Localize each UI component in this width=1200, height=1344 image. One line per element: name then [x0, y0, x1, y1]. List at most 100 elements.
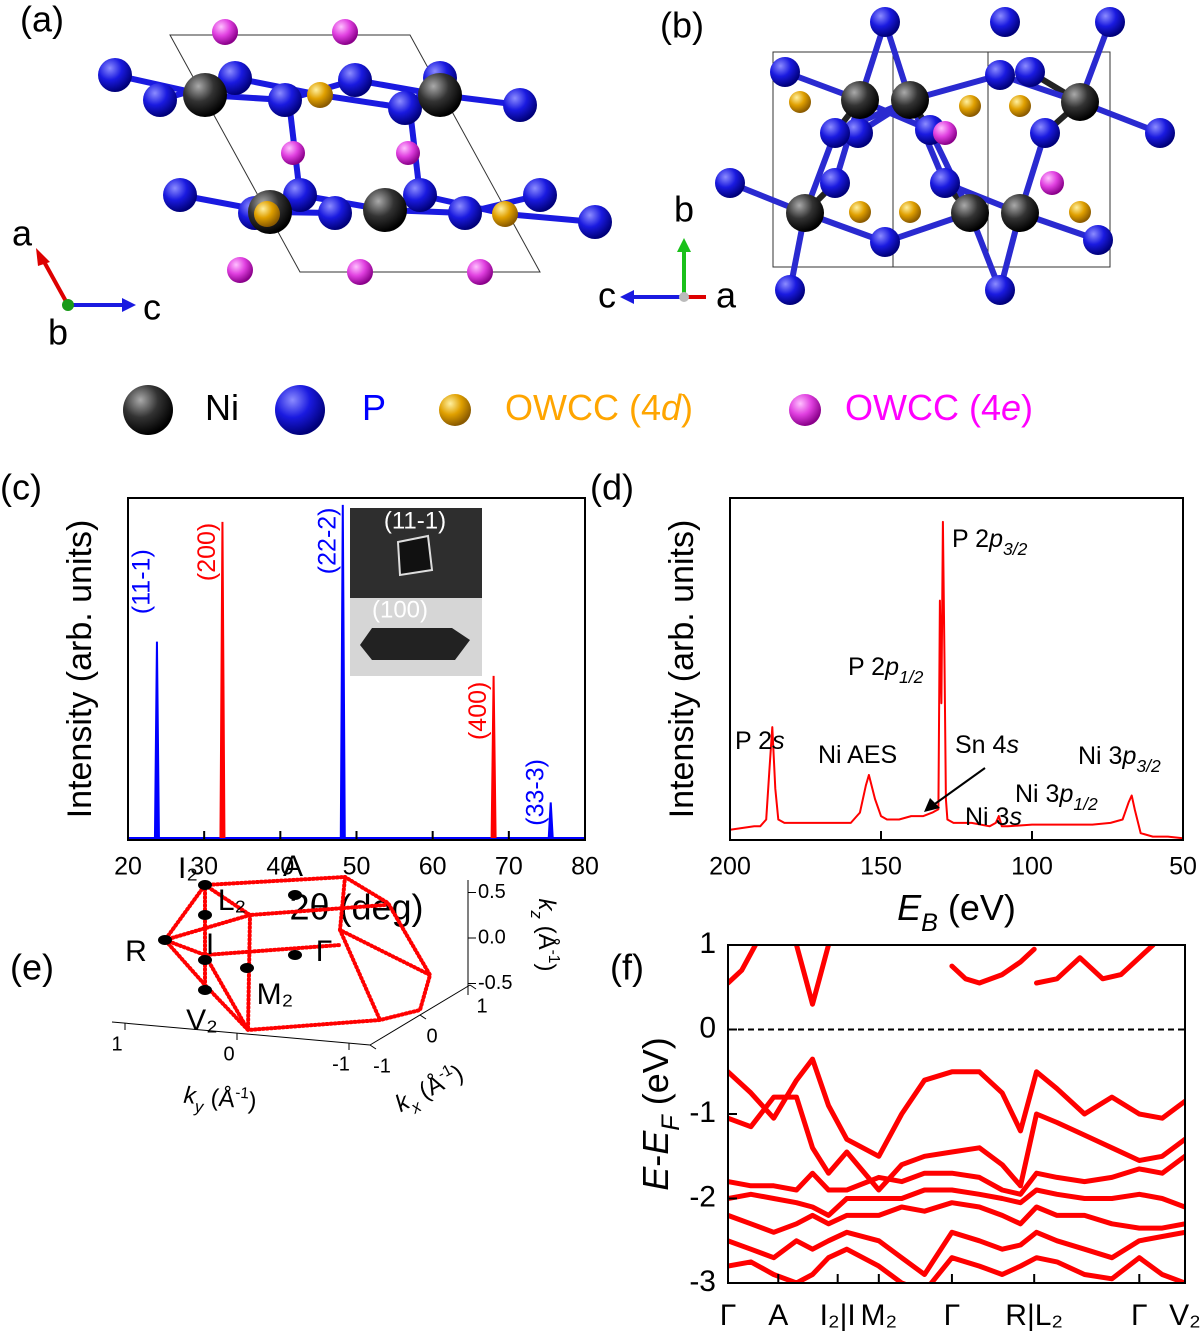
bz-point	[288, 890, 302, 900]
tick	[369, 1044, 377, 1050]
bz-point-label: Γ	[316, 935, 333, 968]
atom	[332, 19, 358, 45]
atom	[396, 141, 420, 165]
annotation-part: p	[884, 653, 899, 681]
axis-label: a	[12, 213, 33, 254]
tick-label: 0	[223, 1043, 234, 1065]
x-tick-label: Γ	[1131, 1299, 1148, 1332]
x-tick-label: 70	[495, 853, 523, 881]
y-tick-label: 1	[699, 927, 716, 960]
annotation: Sn 4s	[955, 731, 1019, 759]
peak-label: (11-1)	[128, 549, 156, 614]
axis-label-part: -1	[545, 950, 562, 964]
legend-label: Ni	[205, 387, 239, 428]
y-tick-label: -2	[689, 1180, 716, 1213]
bz-edge	[338, 928, 382, 1022]
legend-label-part: d	[661, 387, 682, 428]
x-tick-label: I₂|I	[820, 1299, 856, 1332]
arrow-head	[122, 298, 136, 312]
annotation-part: 1/2	[1073, 794, 1098, 814]
bz-point	[288, 950, 302, 960]
atom	[403, 178, 437, 212]
x-tick-label: 50	[343, 853, 371, 881]
inset-label: (11-1)	[384, 507, 446, 534]
atom	[789, 394, 821, 426]
series-line	[728, 945, 758, 986]
atom	[254, 201, 280, 227]
atom	[990, 7, 1020, 37]
atom	[843, 118, 873, 148]
plot-area	[728, 945, 1185, 1283]
atom	[363, 188, 407, 232]
legend-label: OWCC (4e)	[845, 387, 1033, 428]
x-tick-label: 80	[571, 853, 599, 881]
annotation-part: 3/2	[1136, 756, 1161, 776]
x-tick-label: 20	[114, 853, 142, 881]
annotation: Ni 3p3/2	[1078, 742, 1161, 776]
legend-label-part: e	[1001, 387, 1021, 428]
y-axis-label: Intensity (arb. units)	[663, 520, 701, 819]
annotation-part: p	[1058, 780, 1073, 808]
tick-label: 1	[111, 1033, 122, 1055]
crystal	[360, 628, 470, 660]
tick-label: 0.0	[478, 926, 506, 948]
atom	[163, 178, 197, 212]
bz-point-label: I	[206, 928, 214, 961]
atom	[715, 168, 745, 198]
atom	[1001, 194, 1039, 232]
tick	[419, 1014, 427, 1020]
atom	[283, 178, 317, 212]
atom	[1040, 171, 1064, 195]
annotation-part: p	[1121, 742, 1136, 770]
peak	[153, 641, 160, 839]
legend-label-part: )	[1021, 387, 1033, 428]
axis-label: c	[598, 275, 616, 316]
axis-label-part: k	[183, 1082, 199, 1110]
tick-label: -1	[373, 1055, 391, 1077]
axis-origin	[62, 299, 74, 311]
x-axis-label: EB (eV)	[897, 887, 1016, 937]
atom	[578, 205, 612, 239]
arrow-head	[620, 290, 634, 304]
atom	[523, 178, 557, 212]
atom	[183, 73, 227, 117]
x-tick-label: 30	[190, 853, 218, 881]
atom	[1145, 118, 1175, 148]
arrow	[931, 767, 986, 807]
y-tick-label: -3	[689, 1265, 716, 1298]
y-axis-label-part: E	[635, 1130, 676, 1155]
atom	[1030, 118, 1060, 148]
bz-point	[240, 963, 254, 973]
annotation: P 2s	[735, 727, 785, 755]
atom	[789, 91, 811, 113]
x-tick-label: 100	[1011, 853, 1053, 881]
series-line	[728, 1229, 1185, 1277]
annotation-part: Ni 3	[1078, 742, 1122, 770]
atom	[275, 385, 325, 435]
series-line	[794, 945, 831, 1007]
atom	[899, 201, 921, 223]
plot-area	[730, 520, 1183, 840]
atom	[492, 201, 518, 227]
atom	[439, 394, 471, 426]
y-axis-label-part: (eV)	[635, 1037, 676, 1115]
bz-edge	[163, 938, 342, 957]
x-tick-label: M₂	[860, 1299, 897, 1332]
atom	[820, 118, 850, 148]
axis-label-part: z	[527, 910, 546, 920]
bz-point	[198, 910, 212, 920]
series-line	[730, 520, 1183, 840]
legend-label-part: )	[681, 387, 693, 428]
x-axis-label-part: E	[897, 887, 922, 928]
annotation-part: 1/2	[899, 667, 924, 687]
bz-point	[198, 880, 212, 890]
axis-label: ky (Å-1)	[182, 1080, 258, 1122]
peak-label: (33-3)	[521, 759, 549, 826]
axis-label: b	[48, 312, 68, 353]
atom	[841, 81, 879, 119]
panel-label: (f)	[610, 947, 644, 988]
axis-label: a	[716, 275, 737, 316]
tick-label: 0.5	[478, 881, 506, 903]
